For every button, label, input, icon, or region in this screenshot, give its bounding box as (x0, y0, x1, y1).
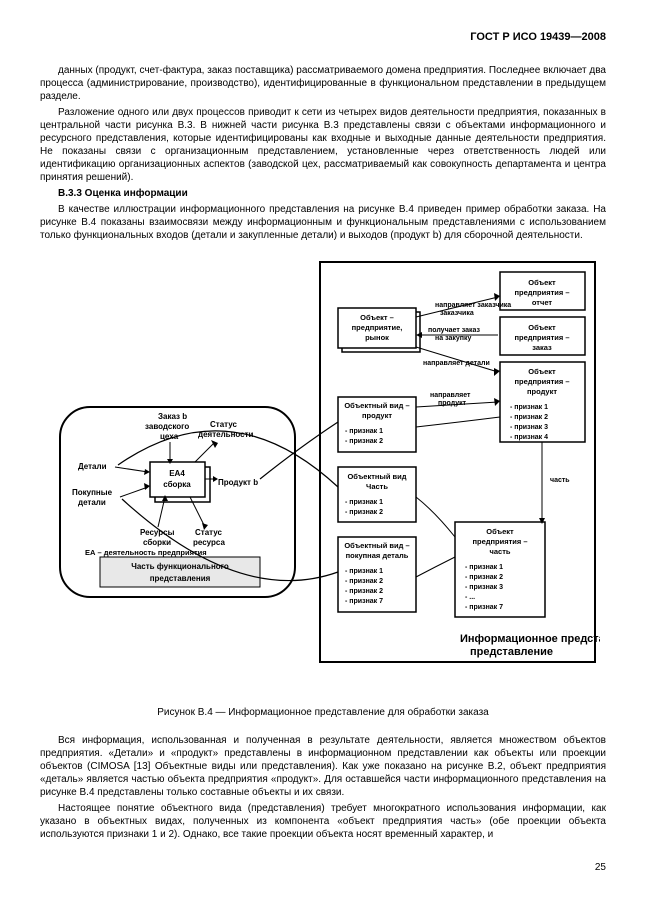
paragraph-4: Вся информация, использованная и получен… (40, 734, 606, 799)
svg-text:предприятие,: предприятие, (352, 323, 403, 332)
svg-text:ЕА4: ЕА4 (169, 469, 185, 478)
svg-text:получает заказ: получает заказ (428, 327, 480, 334)
svg-text:- ...: - ... (465, 594, 475, 601)
svg-text:- признак 1: - признак 1 (345, 568, 383, 575)
svg-text:- признак 2: - признак 2 (465, 574, 503, 581)
svg-text:продукт: продукт (438, 400, 467, 407)
svg-text:часть: часть (550, 477, 570, 484)
svg-text:направляет: направляет (430, 392, 471, 399)
svg-text:Продукт b: Продукт b (218, 478, 258, 487)
svg-text:Заказ b: Заказ b (158, 412, 187, 421)
paragraph-1: данных (продукт, счет-фактура, заказ пос… (40, 64, 606, 103)
svg-text:рынок: рынок (365, 333, 389, 342)
svg-text:- признак 1: - признак 1 (510, 404, 548, 411)
svg-text:Объект: Объект (528, 323, 556, 332)
svg-text:покупная деталь: покупная деталь (346, 551, 409, 560)
svg-text:часть: часть (490, 547, 511, 556)
svg-text:детали: детали (78, 498, 106, 507)
doc-header: ГОСТ Р ИСО 19439—2008 (40, 30, 606, 44)
svg-text:заводского: заводского (145, 422, 189, 431)
svg-text:Статус: Статус (195, 528, 223, 537)
svg-text:заказчика: заказчика (440, 310, 474, 317)
svg-text:- признак 7: - признак 7 (465, 604, 503, 611)
svg-text:- признак 1: - признак 1 (465, 564, 503, 571)
svg-text:Объект: Объект (528, 367, 556, 376)
page-number: 25 (40, 861, 606, 874)
svg-text:- признак 2: - признак 2 (345, 588, 383, 595)
svg-text:- признак 1: - признак 1 (345, 499, 383, 506)
paragraph-3: В качестве иллюстрации информационного п… (40, 203, 606, 242)
svg-text:- признак 3: - признак 3 (510, 424, 548, 431)
svg-text:продукт: продукт (527, 387, 557, 396)
svg-text:- признак 3: - признак 3 (465, 584, 503, 591)
svg-text:- признак 2: - признак 2 (345, 438, 383, 445)
svg-text:на закупку: на закупку (435, 335, 471, 342)
svg-text:Объект: Объект (528, 278, 556, 287)
svg-text:Объектный вид –: Объектный вид – (344, 541, 409, 550)
svg-text:направляет детали: направляет детали (423, 360, 490, 367)
svg-text:предприятия –: предприятия – (514, 333, 569, 342)
svg-text:сборки: сборки (143, 538, 171, 547)
svg-text:предприятия –: предприятия – (514, 377, 569, 386)
svg-text:- признак 2: - признак 2 (510, 414, 548, 421)
section-title: В.3.3 Оценка информации (40, 187, 606, 200)
svg-text:отчет: отчет (532, 298, 552, 307)
figure-caption: Рисунок В.4 — Информационное представлен… (40, 706, 606, 719)
svg-text:Объектный вид –: Объектный вид – (344, 401, 409, 410)
svg-text:Объект –: Объект – (360, 313, 394, 322)
svg-text:заказ: заказ (532, 343, 552, 352)
svg-text:Часть: Часть (366, 482, 388, 491)
diagram-svg: ЕА4 сборка Заказ b заводского цеха Стату… (40, 257, 600, 687)
svg-text:- признак 1: - признак 1 (345, 428, 383, 435)
svg-text:ресурса: ресурса (193, 538, 225, 547)
svg-text:Объект: Объект (486, 527, 514, 536)
svg-text:Информационное представление: Информационное представление (460, 633, 600, 645)
svg-text:предприятия –: предприятия – (472, 537, 527, 546)
figure-b4: ЕА4 сборка Заказ b заводского цеха Стату… (40, 257, 606, 691)
paragraph-5: Настоящее понятие объектного вида (предс… (40, 802, 606, 841)
svg-text:- признак 7: - признак 7 (345, 598, 383, 605)
svg-text:предприятия –: предприятия – (514, 288, 569, 297)
svg-text:- признак 2: - признак 2 (345, 509, 383, 516)
svg-text:представление: представление (470, 646, 553, 658)
svg-text:Статус: Статус (210, 420, 238, 429)
svg-text:Детали: Детали (78, 462, 107, 471)
svg-text:продукт: продукт (362, 411, 392, 420)
svg-text:Ресурсы: Ресурсы (140, 528, 175, 537)
paragraph-2: Разложение одного или двух процессов при… (40, 106, 606, 184)
svg-text:Покупные: Покупные (72, 488, 113, 497)
svg-text:представления: представления (150, 574, 211, 583)
svg-text:- признак 2: - признак 2 (345, 578, 383, 585)
svg-text:- признак 4: - признак 4 (510, 434, 548, 441)
svg-text:направляет заказчика: направляет заказчика (435, 302, 511, 309)
svg-text:Объектный вид: Объектный вид (347, 472, 406, 481)
svg-text:сборка: сборка (163, 480, 191, 489)
